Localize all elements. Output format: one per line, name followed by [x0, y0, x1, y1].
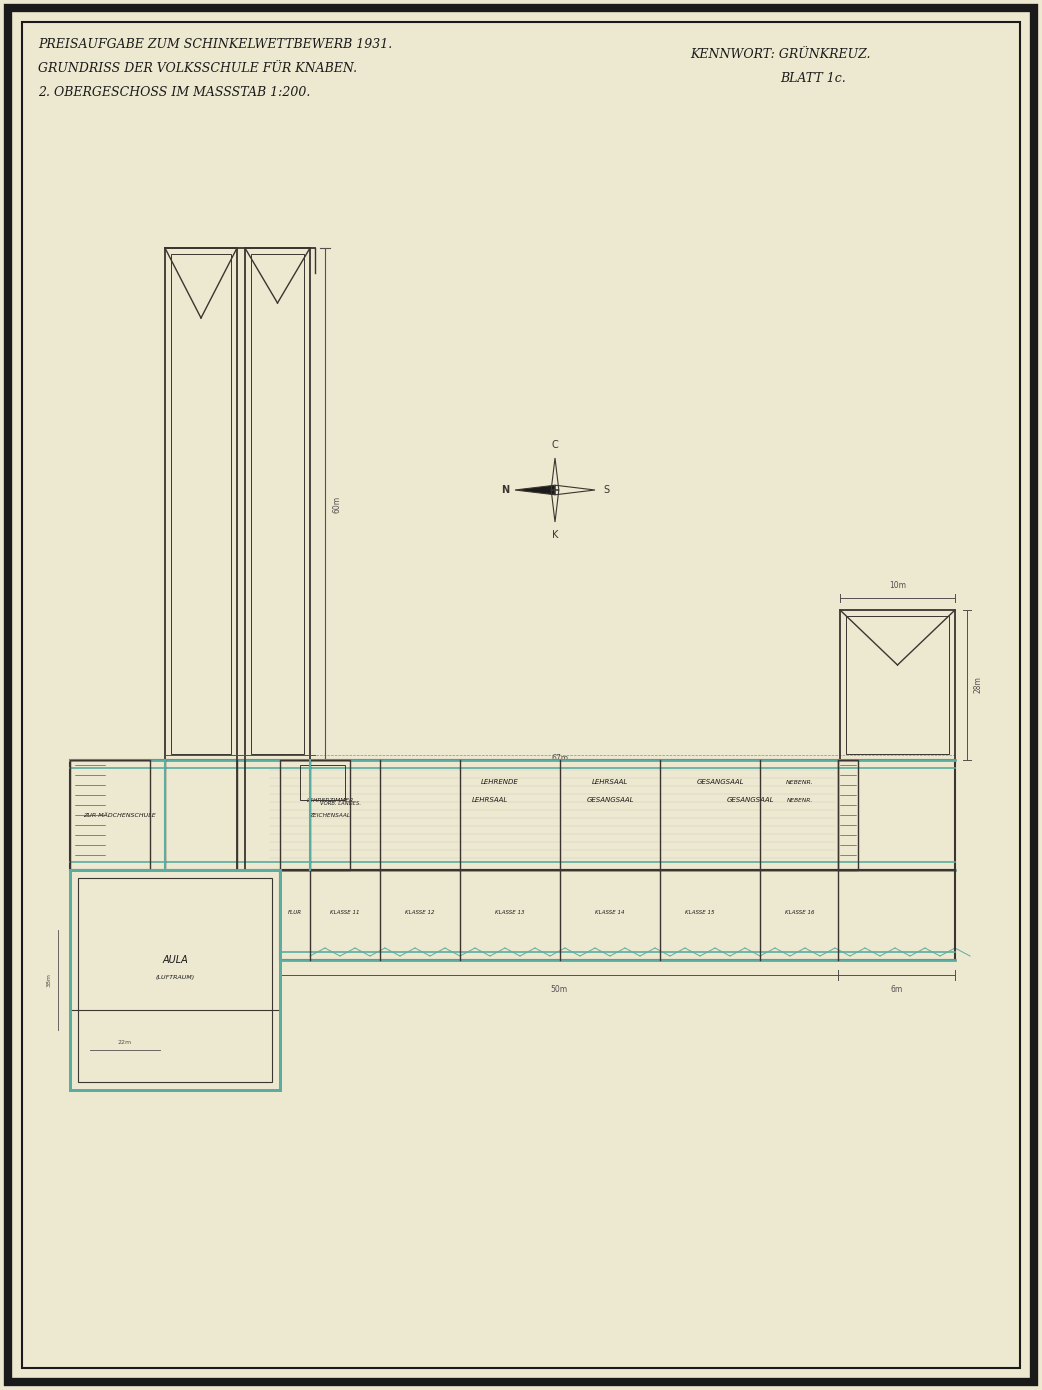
Bar [78, 878, 272, 1081]
Bar [840, 610, 956, 760]
Text: LEHRENDE: LEHRENDE [481, 778, 519, 785]
Text: KLASSE 12: KLASSE 12 [405, 909, 435, 915]
Text: NEBENR.: NEBENR. [787, 798, 813, 802]
Text: PREISAUFGABE ZUM SCHINKELWETTBEWERB 1931.: PREISAUFGABE ZUM SCHINKELWETTBEWERB 1931… [38, 38, 392, 51]
Text: 10m: 10m [889, 581, 905, 589]
Bar [838, 760, 858, 870]
Text: BLATT 1c.: BLATT 1c. [780, 72, 846, 85]
Bar [165, 247, 237, 760]
Text: VORB. LANDES.: VORB. LANDES. [320, 801, 361, 805]
Text: 2. OBERGESCHOSS IM MASSSTAB 1:200.: 2. OBERGESCHOSS IM MASSSTAB 1:200. [38, 86, 311, 99]
Text: 38m: 38m [47, 973, 52, 987]
Text: S: S [603, 485, 610, 495]
Text: LEHRSAAL: LEHRSAAL [472, 796, 508, 803]
Text: 50m: 50m [550, 986, 568, 994]
Text: 6m: 6m [890, 986, 902, 994]
Text: C: C [551, 441, 559, 450]
Text: GESANGSAAL: GESANGSAAL [696, 778, 744, 785]
Bar [70, 760, 150, 870]
Text: KLASSE 11: KLASSE 11 [330, 909, 359, 915]
Bar [300, 765, 345, 801]
Text: AULA: AULA [163, 955, 188, 965]
Text: LEHRSAAL: LEHRSAAL [592, 778, 628, 785]
Bar [280, 870, 956, 960]
Text: KLASSE 13: KLASSE 13 [495, 909, 525, 915]
Text: GESANGSAAL: GESANGSAAL [726, 796, 774, 803]
Polygon shape [515, 485, 555, 495]
Bar [280, 760, 350, 870]
Text: KLASSE 15: KLASSE 15 [686, 909, 715, 915]
Bar [245, 247, 311, 760]
Text: NEBENR.: NEBENR. [786, 780, 814, 784]
Text: ZUR MÄDCHENSCHULE: ZUR MÄDCHENSCHULE [83, 813, 156, 817]
Text: KENNWORT: GRÜNKREUZ.: KENNWORT: GRÜNKREUZ. [690, 49, 870, 61]
Text: LEHRERZIMMER: LEHRERZIMMER [306, 798, 353, 802]
Bar [70, 760, 956, 870]
Text: FLUR: FLUR [288, 909, 302, 915]
Text: ZEICHENSAAL: ZEICHENSAAL [309, 813, 350, 817]
Text: GESANGSAAL: GESANGSAAL [587, 796, 634, 803]
Bar [846, 616, 949, 753]
Text: 60m: 60m [332, 495, 341, 513]
Text: 28m: 28m [973, 677, 982, 694]
Text: K: K [552, 530, 559, 539]
Text: 22m: 22m [118, 1040, 132, 1045]
Text: 67m: 67m [551, 753, 569, 763]
Bar [171, 254, 231, 753]
Text: (LUFTRAUM): (LUFTRAUM) [155, 976, 195, 980]
Text: KLASSE 14: KLASSE 14 [595, 909, 625, 915]
Text: KLASSE 16: KLASSE 16 [786, 909, 815, 915]
Text: GRUNDRISS DER VOLKSSCHULE FÜR KNABEN.: GRUNDRISS DER VOLKSSCHULE FÜR KNABEN. [38, 63, 357, 75]
Text: N: N [501, 485, 508, 495]
Bar [70, 870, 280, 1090]
Bar [70, 1011, 280, 1090]
Bar [251, 254, 304, 753]
